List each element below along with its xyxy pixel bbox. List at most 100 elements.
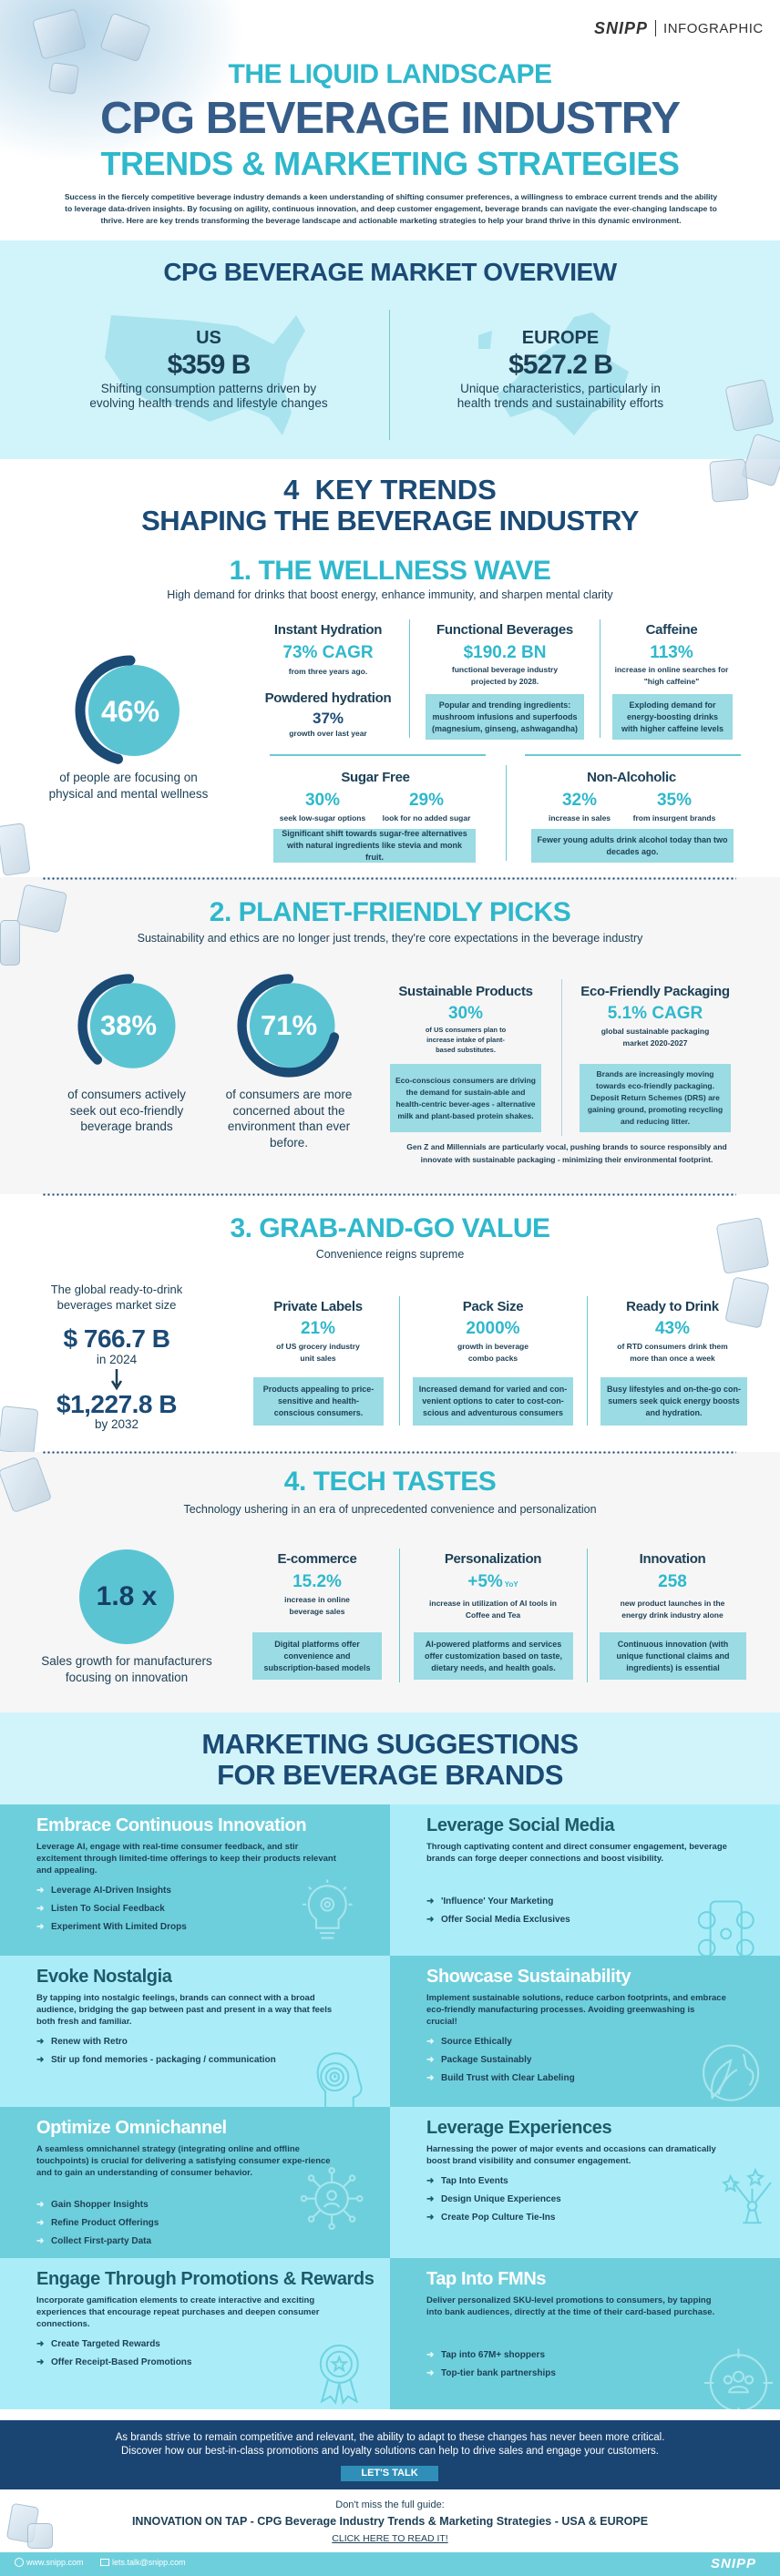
powdered-hydration-title: Powdered hydration — [264, 690, 392, 706]
ice-cube-image — [715, 1217, 770, 1274]
footer-logo: SNIPP — [711, 2556, 757, 2571]
ice-cube-image — [0, 1406, 39, 1455]
bullet-label: Tap into 67M+ shoppers — [441, 2350, 545, 2360]
dotted-divider — [42, 1193, 736, 1196]
bullet-label: Design Unique Experiences — [441, 2194, 561, 2204]
environment-concern-value: 71% — [260, 1009, 318, 1041]
sustainable-products-box: Eco-conscious consumers are driving the … — [390, 1064, 541, 1132]
marketing-card-bullet: ➜ Listen To Social Feedback — [36, 1904, 165, 1914]
tech-title: 4. TECH TASTES — [283, 1467, 497, 1497]
marketing-card-body: Harnessing the power of major events and… — [426, 2144, 716, 2166]
brand-tag: INFOGRAPHIC — [663, 20, 764, 36]
caffeine-stat: 113% — [650, 643, 693, 662]
ice-cube-image — [27, 2523, 53, 2549]
marketing-card-bullet: ➜ Gain Shopper Insights — [36, 2200, 149, 2210]
wellness-ring-caption: of people are focusing on physical and m… — [48, 771, 209, 801]
wellness-subtitle: High demand for drinks that boost energy… — [167, 588, 613, 601]
marketing-card-body: Leverage AI, engage with real-time consu… — [36, 1842, 336, 1876]
ready-to-drink-stat: 43% — [654, 1319, 691, 1338]
region-us-value: $359 B — [167, 350, 251, 380]
marketing-card-title: Evoke Nostalgia — [36, 1967, 172, 1987]
functional-stat: $190.2 BN — [463, 643, 547, 662]
guide-read-link[interactable]: CLICK HERE TO READ IT! — [332, 2533, 448, 2544]
dotted-divider — [42, 1451, 736, 1454]
rtd-market-label: The global ready-to-drink beverages mark… — [50, 1283, 183, 1312]
email-link[interactable]: lets.talk@snipp.com — [112, 2558, 186, 2567]
lightbulb-gear-icon — [303, 1879, 353, 1939]
marketing-card-bullet: ➜ Stir up fond memories - packaging / com… — [36, 2055, 276, 2065]
bullet-label: Experiment With Limited Drops — [51, 1922, 187, 1932]
marketing-card-bullet: ➜ Tap Into Events — [426, 2176, 508, 2186]
row-divider — [270, 754, 486, 756]
pack-size-box: Increased demand for varied and con-veni… — [413, 1377, 573, 1426]
bullet-label: Top-tier bank partnerships — [441, 2368, 556, 2378]
sugar-free-label-1: seek low-sugar options — [279, 813, 366, 823]
functional-desc: functional beverage industry projected b… — [451, 665, 559, 686]
arrow-right-icon: ➜ — [426, 2350, 435, 2360]
mail-icon — [100, 2559, 109, 2566]
ice-cube-image — [0, 823, 31, 876]
bullet-label: Leverage AI-Driven Insights — [51, 1886, 171, 1896]
grab-title: 3. GRAB-AND-GO VALUE — [230, 1213, 550, 1243]
brand-logo[interactable]: SNIPP INFOGRAPHIC — [594, 19, 764, 37]
marketing-card-title: Engage Through Promotions & Rewards — [36, 2269, 375, 2289]
wellness-ring — [74, 654, 187, 767]
powdered-hydration-desc: growth over last year — [289, 729, 367, 738]
ice-cube-image — [15, 884, 68, 934]
marketing-card-bullet: ➜ Create Pop Culture Tie-Ins — [426, 2213, 555, 2223]
rtd-market-year-2024: in 2024 — [96, 1353, 138, 1366]
arrow-right-icon: ➜ — [36, 2200, 45, 2210]
footer-email[interactable]: lets.talk@snipp.com — [100, 2558, 186, 2567]
bullet-label: 'Influence' Your Marketing — [441, 1896, 554, 1906]
overview-divider — [389, 310, 390, 440]
caffeine-title: Caffeine — [645, 622, 698, 638]
arrow-right-icon: ➜ — [36, 1904, 45, 1914]
personalization-desc: increase in utilization of AI tools in C… — [429, 1599, 557, 1620]
sugar-free-title: Sugar Free — [341, 770, 410, 785]
ring-fill — [249, 983, 335, 1068]
caffeine-desc: increase in online searches for "high ca… — [614, 665, 729, 686]
website-link[interactable]: www.snipp.com — [26, 2558, 84, 2567]
bullet-label: Refine Product Offerings — [51, 2218, 159, 2228]
marketing-card-bullet: ➜ Top-tier bank partnerships — [426, 2368, 556, 2378]
arrow-right-icon: ➜ — [36, 1886, 45, 1896]
marketing-card-body: By tapping into nostalgic feelings, bran… — [36, 1993, 333, 2027]
region-us-desc: Shifting consumption patterns driven by … — [89, 382, 328, 410]
non-alcoholic-title: Non-Alcoholic — [587, 770, 676, 785]
bullet-label: Package Sustainably — [441, 2055, 532, 2065]
marketing-title-line2: FOR BEVERAGE BRANDS — [217, 1759, 563, 1791]
marketing-card: Tap Into FMNs Deliver personalized SKU-le… — [390, 2258, 780, 2409]
intro-paragraph: Success in the fiercely competitive beve… — [64, 192, 718, 225]
ring-progress-arc — [77, 974, 181, 1078]
marketing-card-bullet: ➜ Build Trust with Clear Labeling — [426, 2073, 575, 2083]
ice-cube-image — [47, 62, 80, 95]
eco-packaging-title: Eco-Friendly Packaging — [580, 984, 730, 999]
marketing-card-body: Implement sustainable solutions, reduce … — [426, 1993, 726, 2027]
footer-website[interactable]: www.snipp.com — [15, 2558, 84, 2567]
bullet-label: Tap Into Events — [441, 2176, 508, 2186]
arrow-right-icon: ➜ — [426, 1915, 435, 1925]
private-labels-box: Products appealing to price-sensitive an… — [253, 1377, 384, 1426]
wellness-title: 1. THE WELLNESS WAVE — [229, 556, 551, 586]
marketing-card-bullet: ➜ Offer Receipt-Based Promotions — [36, 2357, 191, 2367]
tech-subtitle: Technology ushering in an era of unprece… — [183, 1503, 597, 1516]
ecommerce-desc: increase in online beverage sales — [284, 1595, 350, 1616]
innovation-stat: 258 — [658, 1572, 687, 1591]
marketing-card-title: Leverage Experiences — [426, 2118, 612, 2138]
arrow-down-icon — [110, 1369, 123, 1391]
ice-cube-image — [724, 1276, 770, 1329]
marketing-card: Engage Through Promotions & Rewards Incor… — [0, 2258, 390, 2409]
marketing-title-line1: MARKETING SUGGESTIONS — [201, 1728, 579, 1760]
ice-cube-image — [709, 458, 749, 503]
region-europe-desc: Unique characteristics, particularly in … — [457, 382, 664, 410]
marketing-card-bullet: ➜ Package Sustainably — [426, 2055, 532, 2065]
sugar-free-label-2: look for no added sugar — [382, 813, 471, 823]
lets-talk-button[interactable]: LET'S TALK — [341, 2466, 438, 2481]
fireworks-icon — [721, 2167, 772, 2224]
globe-leaf-icon — [703, 2044, 760, 2101]
functional-title: Functional Beverages — [436, 622, 573, 638]
environment-concern-caption: of consumers are more concerned about th… — [225, 1088, 353, 1150]
personalization-stat: +5% YoY — [467, 1572, 518, 1592]
non-alcoholic-stat-2: 35% — [656, 791, 693, 810]
marketing-card-bullet: ➜ Source Ethically — [426, 2037, 512, 2047]
